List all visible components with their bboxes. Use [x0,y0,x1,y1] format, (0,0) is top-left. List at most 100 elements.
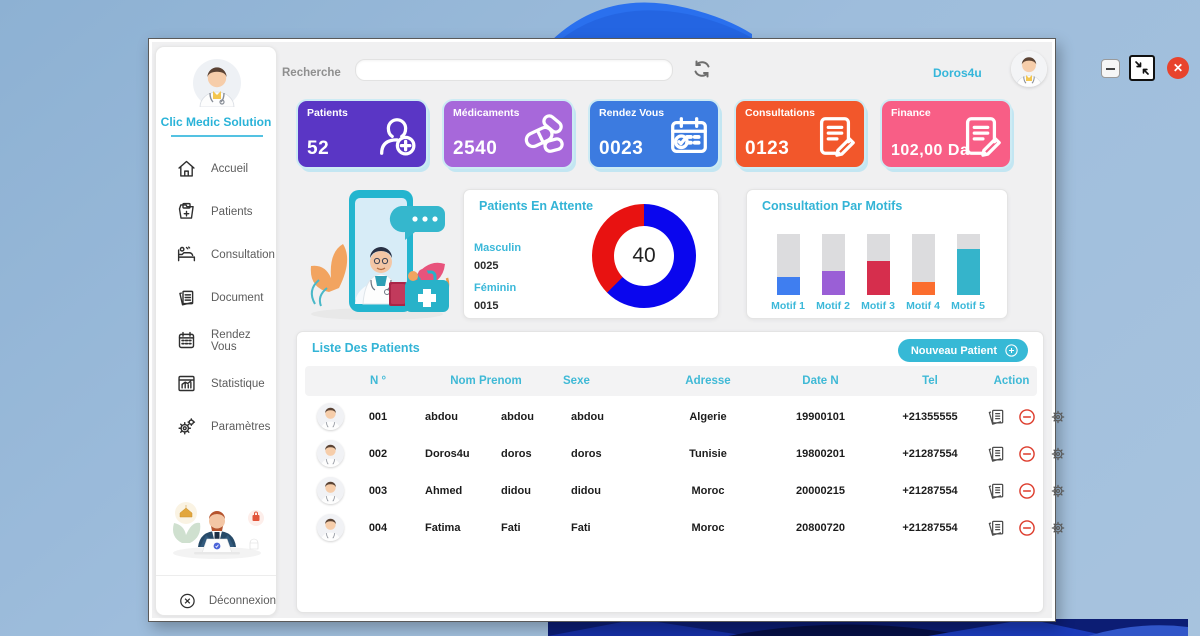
sidebar-item-patients[interactable]: Patients [156,190,276,233]
stat-card[interactable]: Consultations 0123 [736,101,864,167]
table-row[interactable]: 003 Ahmed didou didou Moroc 20000215 +21… [305,472,1065,509]
minimize-icon [1106,67,1115,70]
sidebar-item-label: Paramètres [211,420,271,433]
motif-bar-label: Motif 4 [906,300,940,312]
card-value: 0023 [599,138,644,159]
delete-patient-icon[interactable] [1017,444,1037,464]
patients-list-title: Liste Des Patients [312,341,420,355]
legend-male-label: Masculin [474,242,522,254]
motif-bar-track [776,234,800,295]
wallpaper-bloom-top [552,2,752,40]
documents-icon [179,290,194,306]
view-documents-icon[interactable] [986,518,1006,538]
wallpaper-bloom-bottom [548,619,1188,636]
legend-male-value: 0025 [474,260,499,272]
sidebar-item-label: Document [211,291,264,304]
table-header: N ° Nom Prenom Sexe Adresse Date N Tel A… [305,366,1037,396]
motif-bar-fill [911,282,935,295]
delete-patient-icon[interactable] [1017,407,1037,427]
col-header-num: N ° [369,375,387,387]
delete-patient-icon[interactable] [1017,481,1037,501]
motif-bar: Motif 1 [771,234,805,312]
logged-in-username: Doros4u [933,66,982,80]
man-at-laptop-illustration [173,502,264,559]
cell-prenom: didou [501,484,531,497]
col-header-tel: Tel [922,375,938,387]
minimize-button[interactable] [1101,59,1120,78]
sidebar-item-parametres[interactable]: Paramètres [156,405,276,448]
cell-tel: +21287554 [902,484,958,497]
search-label: Recherche [282,67,341,79]
edit-settings-icon[interactable] [1048,407,1068,427]
sidebar-item-consultation[interactable]: Consultation [156,233,276,276]
refresh-icon [694,60,710,78]
edit-settings-icon[interactable] [1048,481,1068,501]
sidebar-item-rendez-vous[interactable]: Rendez Vous [156,319,276,362]
gears-icon [178,418,196,435]
search-input[interactable] [355,59,673,81]
table-row[interactable]: 001 abdou abdou abdou Algerie 19900101 +… [305,398,1065,435]
legend-female-label: Féminin [474,282,517,294]
sidebar-item-document[interactable]: Document [156,276,276,319]
motif-bar: Motif 5 [951,234,985,312]
patients-folder-icon [178,202,194,219]
view-documents-icon[interactable] [986,444,1006,464]
doctor-phone-illustration [310,190,450,320]
new-patient-label: Nouveau Patient [910,344,997,357]
view-documents-icon[interactable] [986,481,1006,501]
cell-date-n: 19900101 [796,410,845,423]
patients-list-panel: Liste Des Patients Nouveau Patient N ° N… [296,331,1065,613]
new-patient-button[interactable]: Nouveau Patient [897,339,1028,362]
cell-tel: +21287554 [902,447,958,460]
stat-card[interactable]: Patients 52 [298,101,426,167]
col-header-action: Action [993,375,1030,387]
cell-num: 001 [368,410,388,423]
delete-patient-icon[interactable] [1017,518,1037,538]
edit-settings-icon[interactable] [1048,518,1068,538]
cell-nom: abdou [425,410,458,423]
patient-avatar [317,477,344,504]
card-label: Rendez Vous [599,107,665,119]
table-body: 001 abdou abdou abdou Algerie 19900101 +… [305,398,1065,546]
motifs-panel: Consultation Par Motifs Motif 1 Motif 2 … [746,189,1008,319]
cell-adresse: Tunisie [689,447,727,460]
cell-date-n: 20800720 [796,521,845,534]
stat-card[interactable]: Finance 102,00 Da [882,101,1010,167]
home-icon [178,160,195,177]
refresh-button[interactable] [689,57,715,83]
sidebar-item-label: Accueil [211,162,249,175]
stat-card[interactable]: Médicaments 2540 [444,101,572,167]
restore-icon [1135,61,1149,75]
sidebar-item-statistique[interactable]: Statistique [156,362,276,405]
cell-nom: Ahmed [425,484,463,497]
edit-settings-icon[interactable] [1048,444,1068,464]
card-label: Médicaments [453,107,520,119]
motif-bar-fill [821,270,845,295]
cell-adresse: Moroc [691,484,725,497]
waiting-donut: 40 [592,204,696,308]
view-documents-icon[interactable] [986,407,1006,427]
cell-prenom: abdou [501,410,534,423]
donut-legend: Masculin 0025 Féminin 0015 [474,232,521,312]
sidebar-divider [156,575,276,576]
cell-num: 004 [368,521,388,534]
cell-sexe: Fati [571,521,591,534]
motif-bar: Motif 2 [816,234,850,312]
close-button[interactable]: ✕ [1167,57,1189,79]
logout-button[interactable]: Déconnexion [156,585,276,617]
motif-bar-fill [956,248,980,295]
motif-bar: Motif 3 [861,234,895,312]
user-avatar[interactable] [1011,51,1047,87]
table-row[interactable]: 004 Fatima Fati Fati Moroc 20800720 +212… [305,509,1065,546]
restore-button[interactable] [1129,55,1155,81]
sidebar-item-accueil[interactable]: Accueil [156,147,276,190]
stat-card[interactable]: Rendez Vous 0023 [590,101,718,167]
calendar-check-icon [671,117,707,153]
calendar-icon [178,331,195,349]
motif-bar-track [956,234,980,295]
cell-date-n: 19800201 [796,447,845,460]
motif-bar-label: Motif 3 [861,300,895,312]
patient-avatar [317,403,344,430]
table-row[interactable]: 002 Doros4u doros doros Tunisie 19800201… [305,435,1065,472]
col-header-adresse: Adresse [685,375,731,387]
